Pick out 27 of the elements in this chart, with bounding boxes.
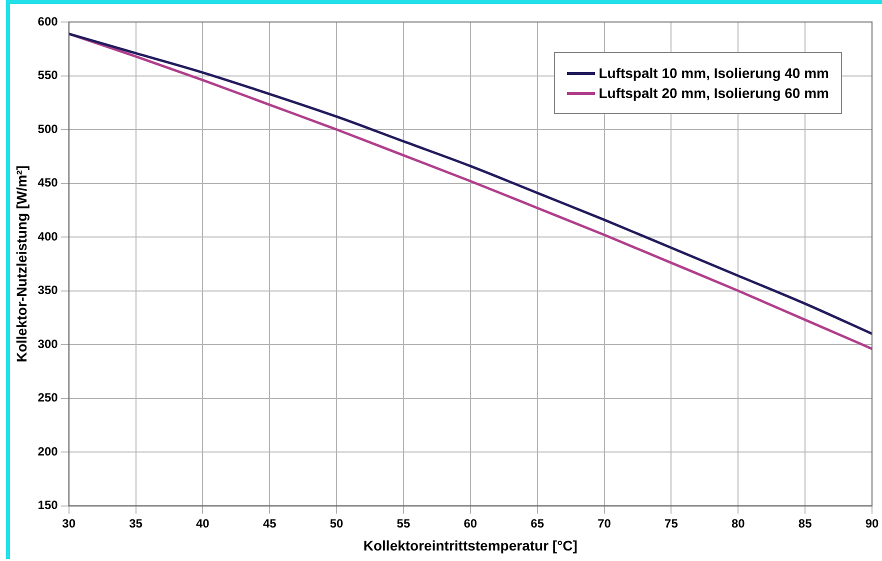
x-tick-label: 75: [664, 516, 678, 530]
y-tick-label: 350: [38, 283, 58, 298]
x-tick-label: 40: [196, 516, 210, 530]
x-tick-label: 85: [798, 516, 812, 530]
y-axis-title: Kollektor-Nutzleistung [W/m²]: [13, 166, 30, 362]
x-tick-label: 80: [731, 516, 746, 530]
x-tick-label: 45: [262, 516, 277, 530]
y-tick-label: 600: [38, 14, 58, 28]
y-tick-label: 300: [38, 336, 58, 351]
x-tick-label: 50: [330, 516, 344, 530]
y-tick-label: 500: [38, 122, 58, 136]
x-tick-label: 35: [129, 516, 143, 530]
y-tick-label: 550: [38, 68, 58, 82]
x-tick-label: 60: [464, 516, 478, 530]
x-axis-title: Kollektoreintrittstemperatur [°C]: [363, 537, 578, 554]
x-tick-label: 30: [62, 516, 76, 530]
x-tick-label: 90: [865, 516, 879, 530]
legend-label: Luftspalt 20 mm, Isolierung 60 mm: [598, 85, 829, 101]
y-tick-label: 450: [38, 176, 58, 190]
legend-label: Luftspalt 10 mm, Isolierung 40 mm: [598, 65, 829, 81]
y-tick-label: 150: [38, 498, 58, 512]
y-tick-label: 200: [38, 444, 58, 458]
x-tick-label: 70: [598, 516, 612, 530]
y-tick-label: 250: [38, 390, 58, 405]
x-tick-label: 65: [530, 516, 544, 530]
y-tick-label: 400: [38, 229, 58, 244]
x-tick-label: 55: [396, 516, 410, 530]
